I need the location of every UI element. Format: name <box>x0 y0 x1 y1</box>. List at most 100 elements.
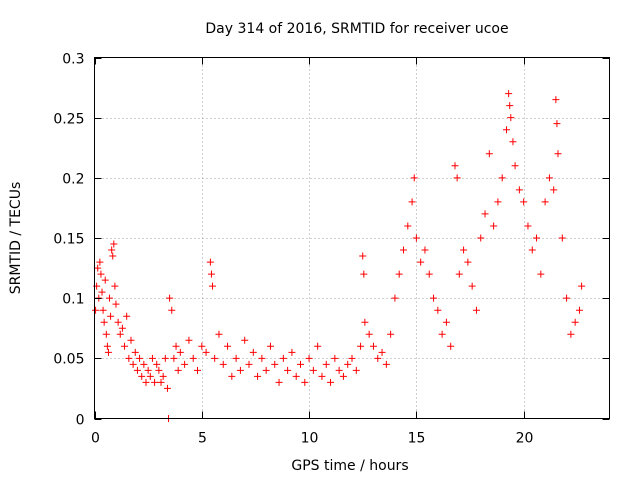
data-point <box>567 330 575 338</box>
x-tick-label: 5 <box>198 431 207 447</box>
data-point <box>359 252 367 260</box>
data-point <box>232 354 240 362</box>
data-point <box>249 348 257 356</box>
data-point <box>506 102 514 110</box>
data-point <box>209 282 217 290</box>
data-point <box>318 372 326 380</box>
data-point <box>524 222 532 230</box>
data-point <box>297 360 304 368</box>
data-point <box>254 372 262 380</box>
data-point <box>533 234 541 242</box>
data-point <box>288 348 296 356</box>
data-point <box>271 360 279 368</box>
data-point <box>511 162 519 170</box>
data-point <box>98 288 106 296</box>
grid-lines <box>94 57 610 419</box>
data-point <box>314 342 322 350</box>
data-point <box>494 198 502 206</box>
data-point <box>348 354 356 362</box>
data-point <box>176 348 184 356</box>
data-point <box>155 366 163 374</box>
data-point <box>537 270 545 278</box>
data-point <box>447 342 455 350</box>
data-point <box>301 378 309 386</box>
data-point <box>344 360 352 368</box>
data-point <box>206 258 214 266</box>
data-point <box>434 306 442 314</box>
data-point <box>219 360 227 368</box>
data-point <box>417 258 425 266</box>
data-point <box>224 342 232 350</box>
data-point <box>133 366 141 374</box>
data-point <box>309 366 317 374</box>
data-point <box>111 282 119 290</box>
data-point <box>174 366 182 374</box>
data-point <box>107 312 115 320</box>
data-point <box>123 312 131 320</box>
data-point <box>170 354 178 362</box>
data-point <box>215 330 223 338</box>
data-point <box>442 318 450 326</box>
data-point <box>571 318 579 326</box>
data-point <box>451 162 459 170</box>
data-point <box>412 234 420 242</box>
data-point <box>266 342 274 350</box>
data-point <box>114 318 122 326</box>
data-point <box>352 366 360 374</box>
data-point <box>236 366 244 374</box>
axis-ticks <box>94 57 610 420</box>
data-point <box>284 366 292 374</box>
x-axis-label: GPS time / hours <box>291 458 408 474</box>
data-point <box>554 150 562 158</box>
data-point <box>118 324 126 332</box>
data-point <box>365 330 373 338</box>
y-tick-labels: 0 0.05 0.1 0.15 0.2 0.25 0.3 <box>53 52 84 429</box>
data-point <box>181 360 189 368</box>
data-point <box>94 264 102 272</box>
data-point <box>172 342 180 350</box>
data-point <box>528 246 536 254</box>
data-point <box>131 348 139 356</box>
data-point <box>262 366 270 374</box>
data-point <box>322 360 330 368</box>
data-point <box>96 258 104 266</box>
plot-frame <box>94 57 610 419</box>
data-point <box>477 234 485 242</box>
data-point <box>99 306 107 314</box>
data-point <box>408 198 416 206</box>
data-point <box>410 174 418 182</box>
x-tick-labels: 0 5 10 15 20 <box>91 431 533 447</box>
data-point <box>563 294 571 302</box>
data-point <box>430 294 438 302</box>
data-point <box>258 354 266 362</box>
data-point <box>369 342 377 350</box>
data-point <box>140 360 148 368</box>
data-point <box>146 372 154 380</box>
data-point <box>331 354 339 362</box>
y-tick-label: 0.1 <box>62 292 84 308</box>
data-point <box>168 306 176 314</box>
data-point <box>198 342 206 350</box>
data-point <box>378 348 386 356</box>
data-point <box>101 276 109 284</box>
y-tick-label: 0.2 <box>62 172 84 188</box>
data-point <box>245 360 253 368</box>
data-point <box>129 360 137 368</box>
data-point <box>189 354 197 362</box>
data-point <box>509 138 517 146</box>
data-point <box>194 366 201 374</box>
data-point <box>360 270 368 278</box>
data-point <box>157 378 165 386</box>
data-point <box>166 294 174 302</box>
data-point <box>142 378 150 386</box>
y-tick-label: 0.3 <box>62 52 84 68</box>
data-point <box>241 336 249 344</box>
data-point <box>279 354 287 362</box>
data-point <box>515 186 523 194</box>
data-point <box>382 360 390 368</box>
data-point <box>108 246 116 254</box>
data-point <box>387 330 395 338</box>
data-point <box>112 300 120 308</box>
data-points <box>92 90 586 422</box>
data-point <box>425 270 433 278</box>
